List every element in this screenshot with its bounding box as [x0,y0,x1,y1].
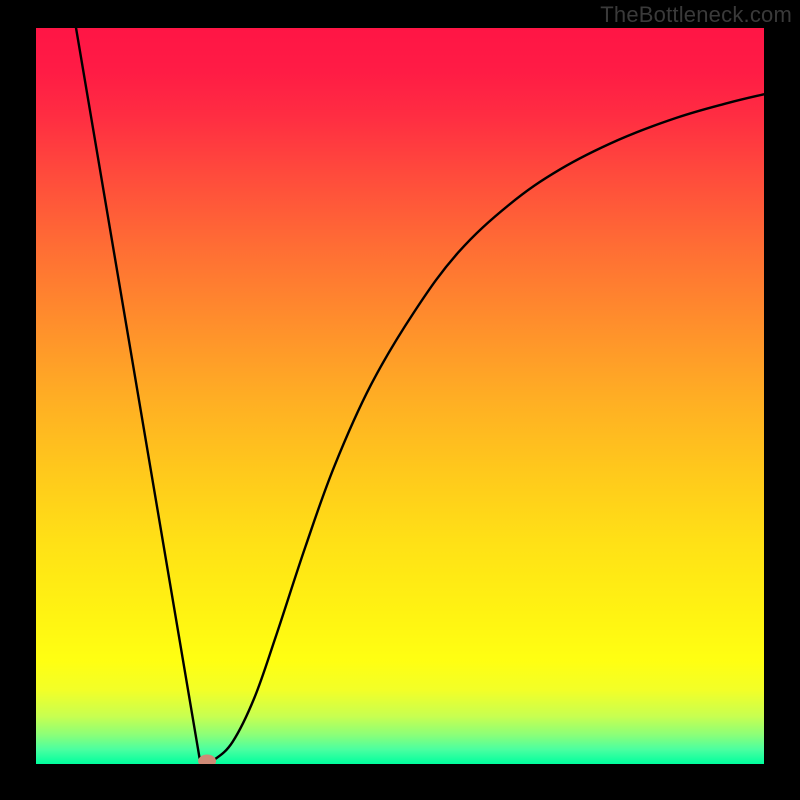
gradient-background [36,28,764,764]
plot-area [36,28,764,768]
bottleneck-chart [0,0,800,800]
watermark-text: TheBottleneck.com [600,2,792,28]
chart-container: { "watermark": { "text": "TheBottleneck.… [0,0,800,800]
